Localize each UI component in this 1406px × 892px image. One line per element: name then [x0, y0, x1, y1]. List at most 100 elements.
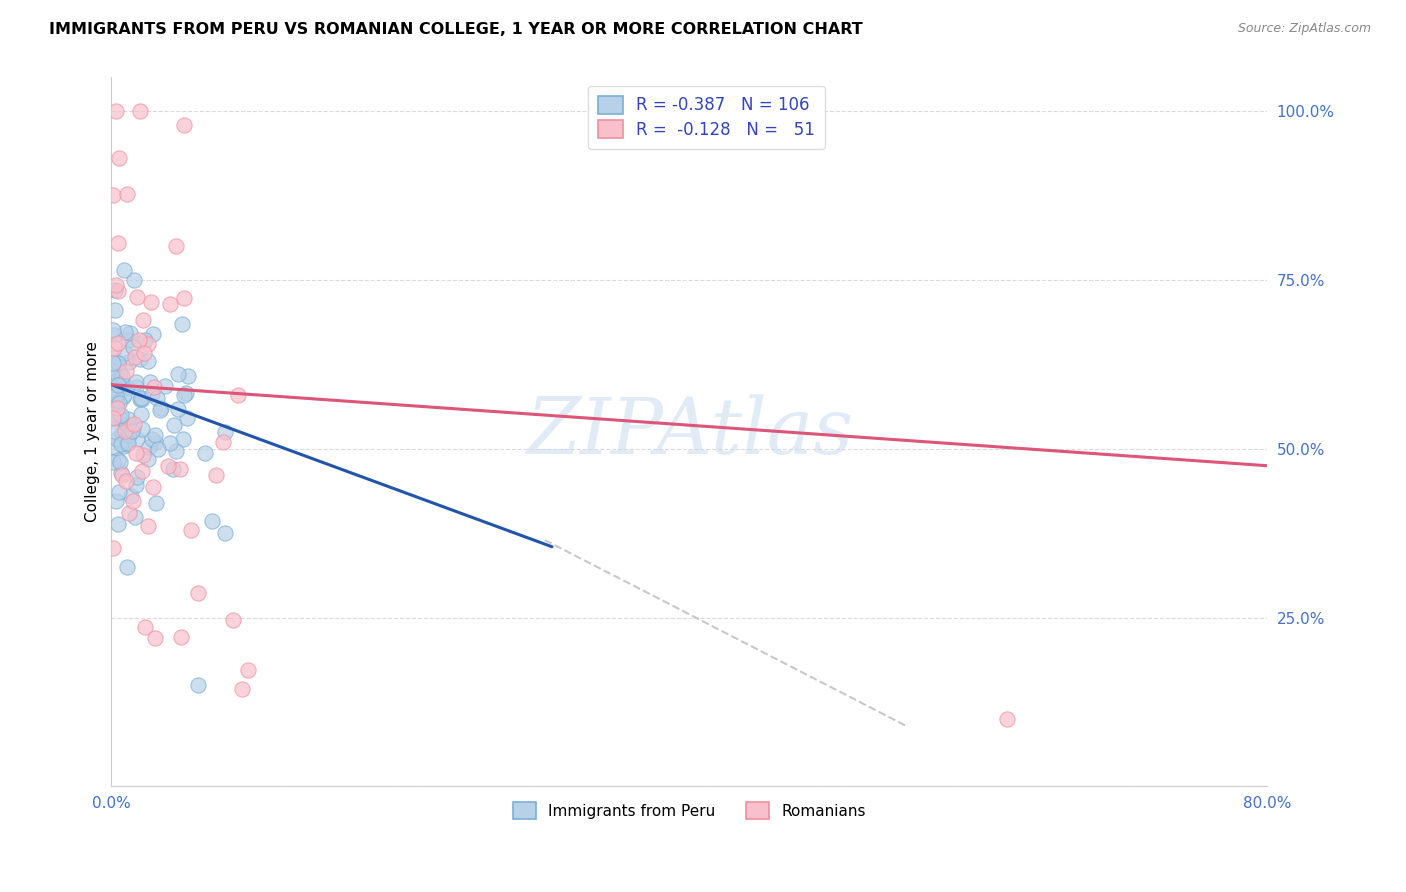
Point	[105, 432, 128, 446]
Point	[107, 377, 129, 392]
Point	[124, 350, 146, 364]
Point	[170, 630, 193, 644]
Point	[166, 401, 188, 416]
Point	[117, 436, 139, 450]
Point	[101, 187, 124, 202]
Point	[114, 424, 136, 438]
Point	[103, 424, 125, 438]
Point	[110, 409, 132, 423]
Point	[125, 380, 148, 394]
Point	[129, 407, 152, 421]
Point	[117, 425, 139, 439]
Point	[226, 388, 249, 402]
Point	[111, 368, 134, 383]
Point	[120, 417, 142, 432]
Point	[176, 368, 198, 383]
Point	[142, 327, 165, 342]
Point	[115, 559, 138, 574]
Point	[114, 421, 136, 435]
Point	[142, 480, 165, 494]
Point	[121, 425, 143, 439]
Point	[128, 333, 150, 347]
Point	[107, 453, 129, 467]
Point	[117, 186, 139, 201]
Point	[107, 236, 129, 251]
Point	[118, 506, 141, 520]
Point	[107, 485, 129, 500]
Point	[163, 418, 186, 433]
Point	[112, 439, 135, 453]
Point	[205, 468, 228, 483]
Point	[127, 470, 149, 484]
Point	[157, 459, 180, 474]
Point	[142, 380, 165, 394]
Point	[162, 462, 184, 476]
Point	[136, 354, 159, 368]
Point	[117, 333, 139, 347]
Point	[110, 437, 132, 451]
Point	[125, 375, 148, 389]
Point	[112, 263, 135, 277]
Point	[173, 291, 195, 305]
Point	[995, 712, 1018, 726]
Point	[107, 516, 129, 531]
Point	[117, 380, 139, 394]
Point	[136, 451, 159, 466]
Point	[108, 366, 131, 380]
Point	[165, 239, 187, 253]
Point	[139, 375, 162, 389]
Point	[101, 409, 124, 424]
Point	[194, 446, 217, 460]
Point	[132, 312, 155, 326]
Point	[222, 613, 245, 627]
Point	[101, 407, 124, 421]
Point	[110, 425, 132, 440]
Point	[124, 510, 146, 524]
Point	[103, 382, 125, 396]
Point	[101, 323, 124, 337]
Point	[122, 273, 145, 287]
Point	[104, 278, 127, 293]
Point	[107, 284, 129, 298]
Point	[101, 410, 124, 425]
Point	[165, 444, 187, 458]
Point	[122, 417, 145, 432]
Point	[146, 442, 169, 456]
Point	[167, 367, 190, 381]
Point	[125, 478, 148, 492]
Point	[214, 525, 236, 540]
Point	[141, 386, 163, 401]
Point	[125, 445, 148, 459]
Point	[120, 489, 142, 503]
Point	[108, 396, 131, 410]
Point	[101, 455, 124, 469]
Point	[101, 541, 124, 556]
Point	[153, 379, 176, 393]
Point	[108, 409, 131, 423]
Point	[112, 390, 135, 404]
Point	[214, 425, 236, 439]
Point	[105, 104, 128, 119]
Point	[118, 355, 141, 369]
Point	[131, 464, 153, 478]
Point	[172, 318, 194, 332]
Point	[187, 585, 209, 599]
Point	[131, 392, 153, 407]
Point	[132, 345, 155, 359]
Point	[117, 411, 139, 425]
Point	[114, 325, 136, 339]
Point	[145, 391, 167, 405]
Point	[108, 454, 131, 468]
Point	[103, 328, 125, 343]
Point	[125, 432, 148, 446]
Point	[115, 437, 138, 451]
Legend: Immigrants from Peru, Romanians: Immigrants from Peru, Romanians	[506, 796, 872, 825]
Point	[122, 494, 145, 508]
Point	[129, 104, 152, 119]
Point	[172, 432, 194, 446]
Point	[107, 394, 129, 409]
Text: IMMIGRANTS FROM PERU VS ROMANIAN COLLEGE, 1 YEAR OR MORE CORRELATION CHART: IMMIGRANTS FROM PERU VS ROMANIAN COLLEGE…	[49, 22, 863, 37]
Point	[145, 496, 167, 510]
Point	[129, 392, 152, 407]
Point	[129, 391, 152, 405]
